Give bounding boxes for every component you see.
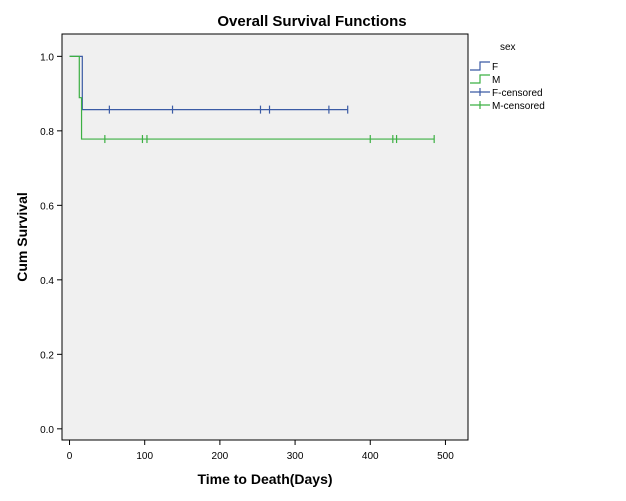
y-tick-label: 0.6 (40, 201, 54, 212)
y-axis: 0.0 0.2 0.4 0.6 0.8 1.0 (40, 52, 62, 436)
survival-line-m (69, 55, 435, 140)
y-tick-label: 1.0 (40, 52, 54, 63)
y-tick-label: 0.2 (40, 350, 54, 361)
x-axis: 0 100 200 300 400 500 (67, 440, 454, 462)
x-tick-label: 100 (136, 451, 153, 462)
y-tick-label: 0.0 (40, 425, 54, 436)
legend-label: M-censored (492, 101, 545, 112)
x-tick-label: 200 (212, 451, 229, 462)
x-axis-label: Time to Death(Days) (197, 471, 332, 487)
x-tick-label: 500 (437, 451, 454, 462)
y-axis-label: Cum Survival (14, 192, 30, 281)
legend-label: F-censored (492, 88, 543, 99)
legend-label: F (492, 62, 498, 73)
y-tick-label: 0.8 (40, 127, 54, 138)
chart-title: Overall Survival Functions (217, 13, 406, 30)
plot-area (61, 33, 469, 441)
legend-line-swatch (470, 74, 490, 84)
x-tick-label: 400 (362, 451, 379, 462)
legend: sex FM F-censored M-censored (470, 42, 545, 112)
x-tick-label: 0 (67, 451, 73, 462)
y-tick-label: 0.4 (40, 276, 54, 287)
legend-label: M (492, 75, 500, 86)
legend-title: sex (500, 42, 516, 53)
x-tick-label: 300 (287, 451, 304, 462)
legend-line-swatch (470, 61, 490, 71)
series-layer (69, 55, 435, 144)
